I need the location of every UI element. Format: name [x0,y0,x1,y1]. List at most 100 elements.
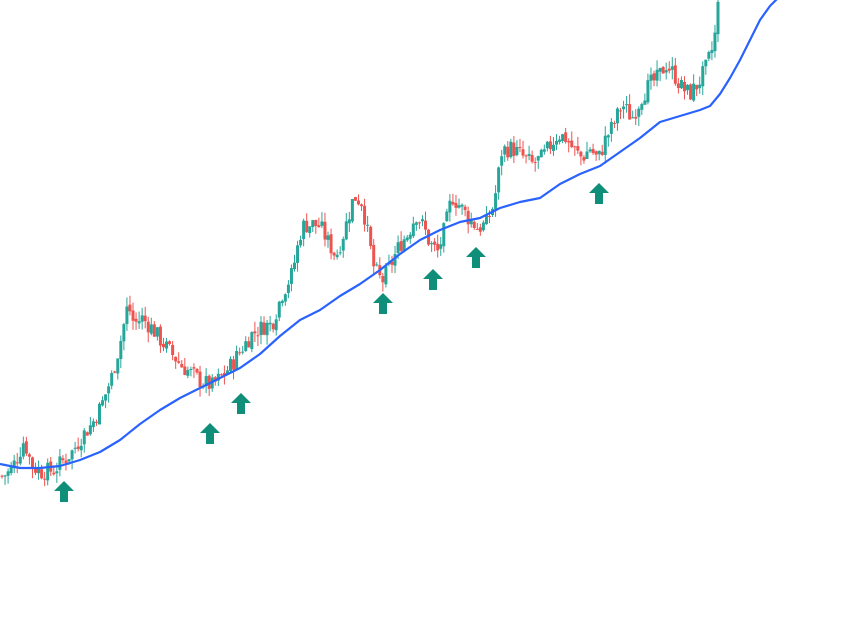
candle-body [155,327,159,337]
candle-body [171,344,175,356]
candle-body [271,323,275,330]
candle-body [436,243,440,251]
candle-body [235,350,239,370]
candle-body [417,222,421,224]
candle-body [670,66,674,70]
candle-body [101,400,105,406]
candle-body [667,68,671,71]
candle-body [311,220,315,228]
candle-body [21,443,25,457]
candle-body [299,239,303,246]
candle-body [140,315,144,322]
candle-body [338,252,342,254]
candle-body [61,458,65,461]
candle-body [390,261,394,265]
candle-body [82,430,86,445]
candle-body [79,445,83,451]
candle-body [204,376,208,386]
candle-body [289,268,293,284]
candle-body [494,193,498,210]
candle-body [262,322,266,335]
candle-body [225,370,229,374]
candle-body [521,149,525,156]
candle-body [198,371,202,388]
candle-body [475,228,479,230]
candle-body [640,104,644,110]
candle-body [612,122,616,124]
candle-body [286,284,290,293]
candle-body [472,221,476,228]
candle-body [579,151,583,157]
candle-body [356,200,360,205]
candle-body [131,310,135,321]
candle-body [710,50,714,54]
candle-body [481,222,485,231]
candle-body [3,475,7,477]
candle-body [40,469,44,479]
candle-body [484,214,488,225]
candle-body [594,151,598,155]
candle-body [682,81,686,92]
candle-body [664,70,668,73]
candle-body [381,276,385,283]
candle-body [347,219,351,224]
candle-body [555,140,559,145]
candle-body [603,135,607,155]
candle-body [292,262,296,270]
candle-body [360,204,364,207]
candle-body [366,224,370,226]
candle-body [396,242,400,254]
candle-body [530,155,534,162]
candle-body [442,223,446,247]
candle-body [274,319,278,331]
candle-body [655,69,659,81]
candle-body [576,146,580,151]
candle-body [564,132,568,142]
candle-body [174,356,178,362]
candle-body [183,366,187,375]
candle-body [692,83,696,101]
candle-body [445,211,449,222]
candle-body [533,162,537,164]
candle-body [317,225,321,227]
candle-body [168,341,172,344]
candle-body [70,450,74,460]
candle-body [414,222,418,225]
candle-body [588,149,592,152]
candle-body [393,254,397,266]
candle-body [424,220,428,230]
candle-body [469,220,473,225]
candle-body [27,454,31,457]
candle-body [430,243,434,245]
candle-body [457,205,461,208]
candle-body [91,421,95,428]
candle-body [52,472,56,475]
candle-body [679,80,683,89]
buy-signal-arrow-icon [589,183,609,204]
candle-body [369,226,373,246]
candle-body [329,234,333,254]
candle-body [454,203,458,208]
candle-body [302,220,306,240]
candle-body [561,134,565,141]
candle-body [296,245,300,263]
candle-body [137,321,141,324]
signals-layer [54,183,609,502]
candle-body [649,74,653,81]
candle-body [161,343,165,348]
candle-body [34,467,38,473]
candle-body [615,108,619,124]
buy-signal-arrow-icon [231,393,251,414]
candle-body [195,368,199,373]
candle-body [177,361,181,363]
candle-body [606,135,610,138]
candle-body [64,460,68,464]
candle-body [216,373,220,381]
candle-body [515,147,519,156]
candle-body [451,201,455,205]
candle-body [405,237,409,241]
candle-body [335,254,339,258]
candle-body [119,340,123,360]
candle-body [478,227,482,232]
candle-body [323,221,327,240]
